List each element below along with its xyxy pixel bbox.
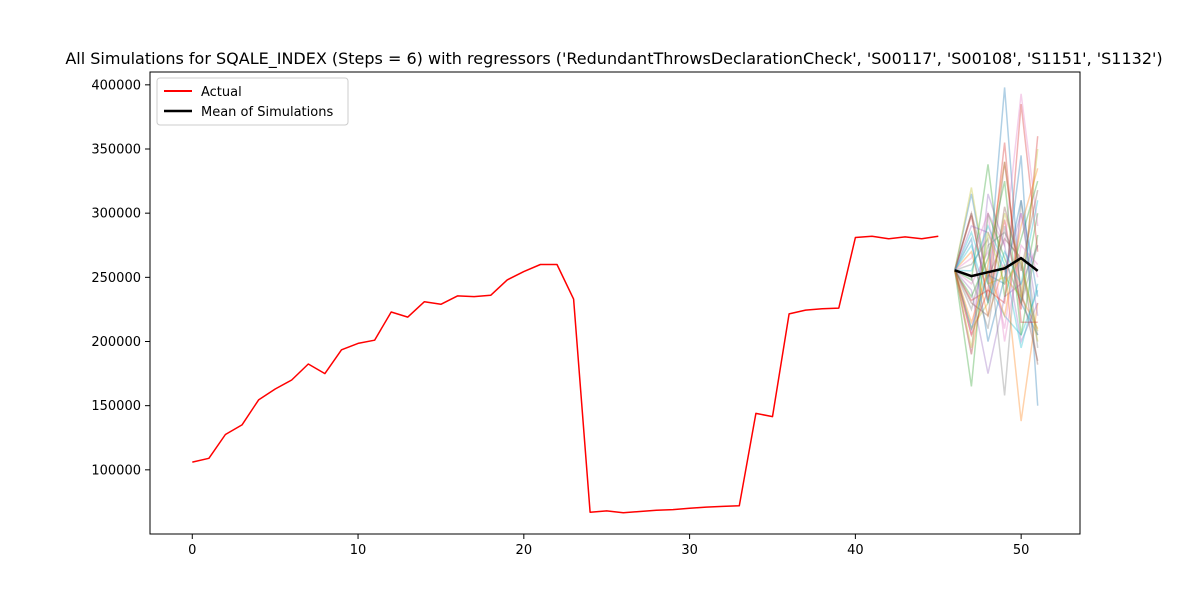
simulation-line-5	[954, 245, 1039, 374]
y-tick-label-300000: 300000	[91, 207, 141, 222]
simulation-line-26	[954, 189, 1039, 318]
simulation-line-19	[954, 148, 1039, 299]
simulation-line-9	[954, 212, 1039, 332]
simulation-line-1	[954, 87, 1039, 336]
simulation-line-17	[954, 213, 1039, 329]
simulation-line-16	[954, 161, 1039, 361]
y-tick-label-350000: 350000	[91, 143, 141, 158]
x-tick-label-20: 20	[516, 543, 533, 558]
x-tick-label-40: 40	[847, 543, 864, 558]
simulation-line-22	[954, 168, 1039, 325]
legend-label-actual: Actual	[201, 85, 242, 100]
axes: 0 10 20 30 40 50 100000 150000 200000 250000 30000…	[91, 78, 1029, 558]
simulation-line-29	[954, 232, 1039, 349]
legend-label-mean: Mean of Simulations	[201, 105, 333, 120]
legend-box	[156, 77, 349, 126]
y-tick-label-150000: 150000	[91, 399, 141, 414]
x-tick-label-0: 0	[188, 543, 196, 558]
y-tick-label-100000: 100000	[91, 463, 141, 478]
simulation-line-18	[954, 231, 1039, 336]
simulation-line-11	[954, 155, 1039, 406]
simulation-line-6	[954, 210, 1039, 365]
x-tick-label-30: 30	[681, 543, 698, 558]
simulation-line-25	[954, 212, 1039, 316]
x-tick-label-50: 50	[1013, 543, 1030, 558]
simulation-line-15	[954, 193, 1039, 355]
simulation-line-3	[954, 212, 1039, 387]
mean-series-line	[954, 256, 1039, 278]
y-tick-label-400000: 400000	[91, 78, 141, 93]
x-tick-label-10: 10	[350, 543, 367, 558]
y-tick-label-200000: 200000	[91, 335, 141, 350]
simulation-line-12	[954, 250, 1039, 422]
simulation-line-13	[954, 164, 1039, 297]
simulation-line-14	[954, 142, 1038, 324]
simulation-line-21	[954, 200, 1039, 342]
simulation-line-10	[954, 230, 1039, 337]
plot-frame	[149, 71, 1081, 535]
y-tick-label-250000: 250000	[91, 271, 141, 286]
simulation-line-20	[954, 223, 1039, 349]
legend: Actual Mean of Simulations	[156, 77, 349, 126]
actual-series-line	[192, 235, 939, 514]
simulation-line-4	[954, 136, 1039, 310]
simulation-line-8	[954, 200, 1039, 396]
series-lines	[192, 235, 1039, 514]
simulation-line-2	[954, 161, 1039, 355]
simulation-lines	[954, 87, 1039, 422]
chart-title: All Simulations for SQALE_INDEX (Steps =…	[65, 49, 1162, 69]
simulation-line-27	[954, 212, 1039, 342]
simulation-line-7	[954, 93, 1039, 336]
simulation-line-23	[954, 180, 1039, 336]
simulation-line-24	[954, 104, 1039, 338]
simulation-line-30	[954, 200, 1039, 306]
